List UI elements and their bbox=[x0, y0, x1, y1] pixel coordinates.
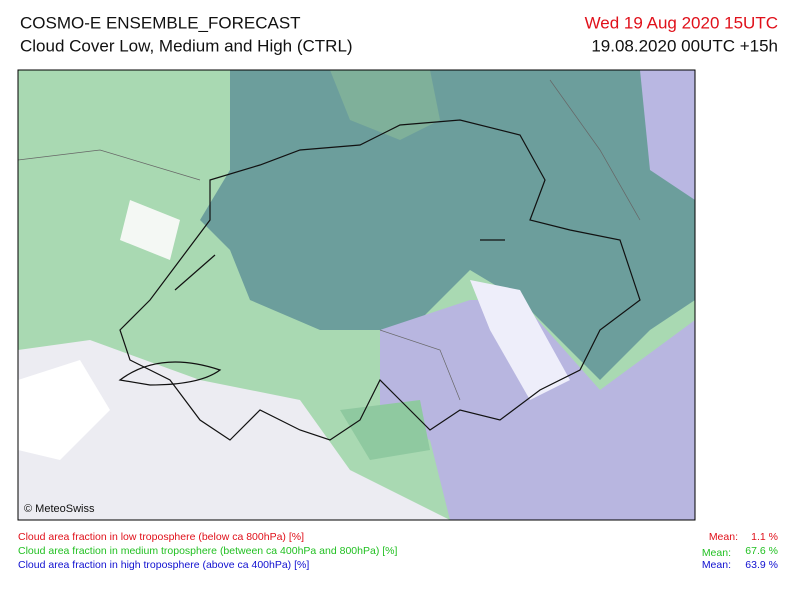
mean-value: 67.6 % bbox=[745, 545, 778, 557]
legend: Cloud area fraction in low troposphere (… bbox=[18, 531, 778, 571]
title: COSMO-E ENSEMBLE_FORECAST bbox=[20, 13, 301, 32]
legend-label: Cloud area fraction in high troposphere … bbox=[18, 559, 309, 571]
mean-label: Mean: bbox=[702, 547, 731, 559]
mean-label: Mean: bbox=[702, 559, 731, 571]
valid-time: Wed 19 Aug 2020 15UTC bbox=[585, 13, 778, 32]
legend-label: Cloud area fraction in low troposphere (… bbox=[18, 531, 304, 543]
run-time: 19.08.2020 00UTC +15h bbox=[591, 36, 778, 55]
map: © MeteoSwiss bbox=[17, 69, 696, 521]
legend-label: Cloud area fraction in medium tropospher… bbox=[18, 545, 397, 557]
mean-value: 1.1 % bbox=[751, 531, 778, 543]
mean-label: Mean: bbox=[709, 531, 738, 543]
credit: © MeteoSwiss bbox=[24, 503, 95, 515]
subtitle: Cloud Cover Low, Medium and High (CTRL) bbox=[20, 36, 353, 55]
mean-value: 63.9 % bbox=[745, 559, 778, 571]
